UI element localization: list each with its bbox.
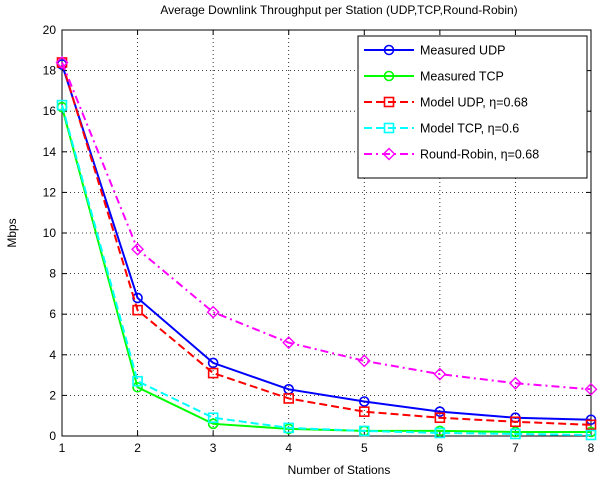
data-point [510,416,521,428]
x-tick-label: 6 [437,441,444,455]
data-point [132,375,143,387]
y-tick-label: 16 [43,104,57,118]
x-tick-label: 3 [210,441,217,455]
x-axis-label: Number of Stations [288,463,391,477]
data-point [510,428,521,440]
data-point [433,367,447,381]
chart-title: Average Downlink Throughput per Station … [160,3,517,17]
y-tick-label: 2 [49,388,56,402]
legend-swatch-marker [383,70,395,82]
series-4 [56,99,597,441]
legend-swatch-marker [383,96,395,108]
legend-label: Measured UDP [420,44,505,58]
data-point [206,305,220,319]
data-point [584,382,598,396]
data-point [585,429,597,441]
y-tick-label: 20 [43,23,57,37]
y-tick-label: 6 [49,307,56,321]
series-line [61,62,592,391]
data-point [132,381,143,393]
grid [62,30,591,436]
x-tick-label: 5 [361,441,368,455]
data-point [358,425,370,437]
data-point [55,55,69,69]
data-point [56,99,68,111]
x-tick-label: 7 [512,441,519,455]
series-3 [56,57,597,431]
legend-box [357,35,588,179]
x-tick-label: 8 [588,441,595,455]
data-point [207,412,219,424]
y-tick-label: 10 [43,226,57,240]
data-point [56,57,68,68]
data-point [508,376,522,390]
y-tick-label: 18 [43,64,57,78]
legend-label: Measured TCP [420,70,504,84]
y-tick-label: 4 [49,348,56,362]
data-point [358,406,370,417]
series-5 [55,55,598,396]
series-line [61,64,592,421]
legend: Measured UDP Measured TCP Model UDP, η=0.6… [357,35,588,179]
data-point [357,354,371,368]
data-point [131,242,145,256]
data-point [358,396,370,407]
x-tick-label: 4 [285,441,292,455]
y-axis-label: Mbps [5,218,19,247]
series-line [61,62,592,426]
legend-label: Model TCP, η=0.6 [420,122,519,136]
data-point [207,418,219,430]
series-group [55,55,598,441]
data-point [585,419,597,431]
data-point [434,427,446,439]
legend-label: Model UDP, η=0.68 [420,96,528,110]
data-point [283,422,295,434]
legend-swatch-marker [382,147,396,161]
data-point [207,367,219,379]
data-point [283,393,295,404]
y-tick-label: 0 [49,429,56,443]
data-point [434,412,446,424]
series-line [61,104,592,436]
y-tick-label: 14 [43,145,57,159]
data-point [132,304,143,316]
legend-label: Round-Robin, η=0.68 [420,148,539,162]
legend-swatch-marker [383,122,395,134]
data-point [282,336,296,350]
legend-swatch-marker [383,44,395,56]
data-point [434,406,446,417]
x-tick-label: 1 [59,441,66,455]
x-tick-label: 2 [134,441,141,455]
y-tick-label: 12 [43,185,57,199]
data-point [207,357,219,369]
y-tick-label: 8 [49,267,56,281]
